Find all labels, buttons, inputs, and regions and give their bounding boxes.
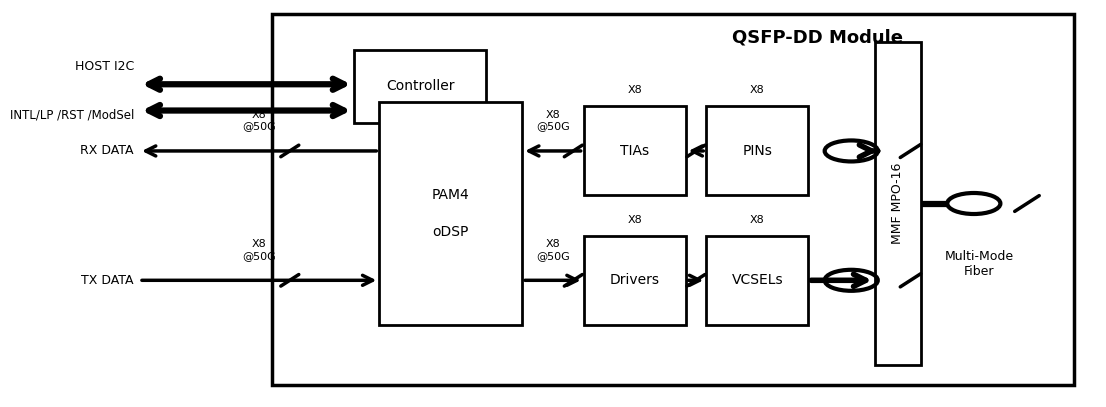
Text: RX DATA: RX DATA (81, 144, 134, 158)
Bar (584, 236, 686, 325)
Text: Multi-Mode
Fiber: Multi-Mode Fiber (945, 250, 1013, 278)
Text: QSFP-DD Module: QSFP-DD Module (732, 29, 902, 47)
Text: X8
@50G: X8 @50G (536, 239, 570, 261)
Bar (354, 50, 487, 123)
Text: X8: X8 (627, 85, 641, 95)
Text: MMF MPO-16: MMF MPO-16 (891, 163, 905, 244)
Text: X8
@50G: X8 @50G (242, 110, 276, 131)
Text: TIAs: TIAs (620, 144, 649, 158)
Bar (706, 107, 808, 195)
Text: X8: X8 (750, 214, 764, 225)
Text: HOST I2C: HOST I2C (75, 59, 134, 72)
Text: X8: X8 (750, 85, 764, 95)
Text: X8
@50G: X8 @50G (242, 239, 276, 261)
Text: VCSELs: VCSELs (731, 274, 783, 287)
Text: PINs: PINs (742, 144, 772, 158)
Bar (272, 13, 1074, 385)
Text: X8
@50G: X8 @50G (536, 110, 570, 131)
Bar (706, 236, 808, 325)
Text: oDSP: oDSP (432, 225, 469, 239)
Bar (584, 107, 686, 195)
Bar (379, 103, 522, 325)
Text: Drivers: Drivers (609, 274, 659, 287)
Text: TX DATA: TX DATA (82, 274, 134, 287)
Text: Controller: Controller (386, 79, 455, 93)
Text: X8: X8 (627, 214, 641, 225)
Text: PAM4: PAM4 (431, 188, 470, 202)
Bar (875, 42, 920, 365)
Text: INTL/LP /RST /ModSel: INTL/LP /RST /ModSel (10, 108, 134, 121)
